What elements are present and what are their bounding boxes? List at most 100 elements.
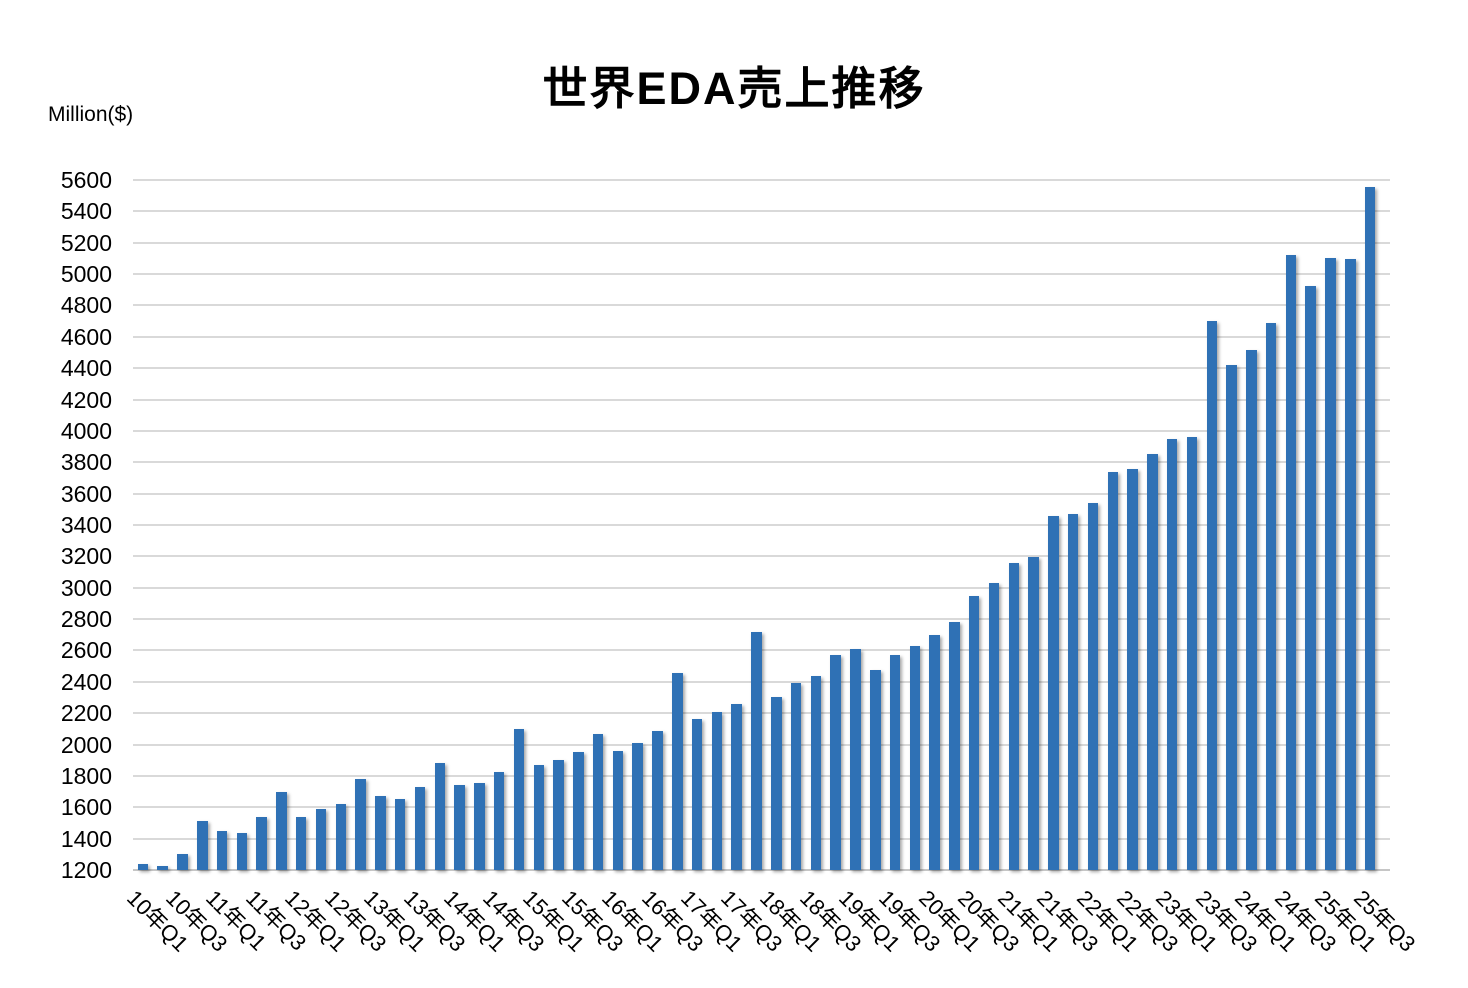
bar-11年Q3 [256, 816, 267, 870]
bar-10年Q2 [157, 866, 168, 870]
bar-12年Q2 [315, 808, 327, 870]
bar-15年Q3 [573, 751, 584, 870]
bar-13年Q2 [394, 799, 406, 870]
gridline [133, 241, 1390, 244]
gridline [133, 367, 1390, 370]
bar-15年Q1 [533, 764, 545, 870]
bar-21年Q4 [1067, 514, 1079, 870]
y-tick-label: 5400 [60, 198, 112, 225]
y-tick-label: 4800 [60, 292, 112, 319]
gridline [133, 524, 1390, 526]
bar-18年Q4 [830, 655, 841, 870]
bar-13年Q1 [375, 796, 386, 870]
y-tick-label: 1800 [60, 762, 112, 789]
bar-17年Q4 [751, 632, 762, 870]
bar-13年Q3 [414, 786, 426, 870]
bar-20年Q3 [968, 596, 980, 870]
gridline [133, 210, 1390, 213]
y-tick-label: 4200 [60, 386, 112, 413]
bar-18年Q3 [810, 675, 822, 870]
y-tick-label: 4600 [60, 323, 112, 350]
bar-19年Q1 [850, 648, 861, 870]
bar-25年Q2 [1345, 259, 1356, 870]
bar-19年Q3 [889, 655, 901, 870]
bar-17年Q1 [691, 718, 703, 870]
bar-20年Q4 [988, 583, 1000, 870]
bar-22年Q4 [1147, 454, 1158, 870]
bar-13年Q4 [434, 762, 446, 870]
y-axis-unit-label: Million($) [48, 103, 134, 126]
bar-19年Q2 [870, 670, 881, 870]
y-tick-label: 5600 [60, 167, 112, 193]
bar-18年Q2 [790, 683, 802, 870]
y-tick-label: 1600 [60, 794, 112, 821]
gridline [133, 179, 1390, 181]
bar-24年Q3 [1285, 255, 1297, 870]
bar-15年Q4 [592, 734, 604, 870]
bar-21年Q1 [1008, 563, 1020, 870]
bar-17年Q2 [711, 712, 723, 870]
y-tick-label: 3400 [60, 512, 112, 538]
bar-14年Q4 [513, 728, 525, 870]
y-tick-label: 2000 [60, 731, 112, 758]
bar-10年Q4 [197, 821, 208, 870]
y-tick-label: 4000 [60, 417, 112, 444]
y-tick-label: 3800 [60, 449, 112, 476]
bar-22年Q1 [1087, 503, 1099, 870]
bar-16年Q4 [672, 673, 683, 870]
y-tick-label: 1400 [60, 825, 112, 852]
bar-19年Q4 [909, 645, 921, 870]
y-tick-label: 4400 [60, 355, 112, 382]
gridline [133, 398, 1390, 401]
y-tick-label: 1200 [60, 857, 112, 883]
bar-23年Q1 [1166, 438, 1178, 870]
y-tick-label: 3000 [60, 574, 112, 601]
bar-24年Q4 [1305, 285, 1316, 870]
gridline [133, 429, 1390, 432]
gridline [133, 586, 1390, 589]
y-tick-label: 3200 [60, 543, 112, 570]
bar-16年Q3 [652, 731, 663, 870]
bar-14年Q1 [454, 784, 465, 870]
bar-20年Q1 [929, 634, 940, 870]
bar-12年Q1 [295, 817, 307, 870]
gridline [133, 555, 1390, 558]
bar-24年Q2 [1265, 323, 1277, 870]
gridline [133, 335, 1390, 338]
bar-23年Q2 [1186, 437, 1198, 870]
y-tick-label: 2400 [60, 668, 112, 695]
bar-24年Q1 [1246, 350, 1257, 870]
bar-23年Q4 [1226, 365, 1237, 870]
bar-22年Q3 [1127, 468, 1138, 870]
gridline [133, 273, 1390, 276]
bar-16年Q2 [632, 742, 643, 870]
bar-16年Q1 [612, 750, 624, 870]
y-tick-label: 2800 [60, 606, 112, 633]
bar-20年Q2 [949, 622, 960, 870]
gridline [133, 618, 1390, 621]
bar-25年Q3 [1364, 187, 1376, 870]
bar-23年Q3 [1206, 321, 1217, 870]
bar-21年Q2 [1028, 557, 1039, 870]
bar-21年Q3 [1048, 516, 1059, 870]
bar-10年Q1 [137, 863, 149, 870]
bar-17年Q3 [731, 703, 742, 870]
gridline [133, 304, 1390, 307]
bar-12年Q3 [335, 804, 347, 870]
bar-11年Q2 [236, 833, 248, 870]
chart-title: 世界EDA売上推移 [542, 63, 926, 114]
bar-11年Q4 [276, 791, 287, 870]
gridline [133, 461, 1390, 464]
bar-14年Q3 [493, 771, 505, 870]
y-tick-label: 3600 [60, 480, 112, 507]
bar-12年Q4 [355, 779, 366, 870]
gridline [133, 492, 1390, 495]
bar-22年Q2 [1107, 471, 1119, 870]
bar-15年Q2 [553, 760, 564, 870]
y-tick-label: 5200 [60, 229, 112, 256]
y-tick-label: 2600 [60, 637, 112, 664]
y-tick-label: 5000 [60, 261, 112, 288]
bar-10年Q3 [177, 853, 188, 870]
bar-25年Q1 [1325, 258, 1336, 870]
